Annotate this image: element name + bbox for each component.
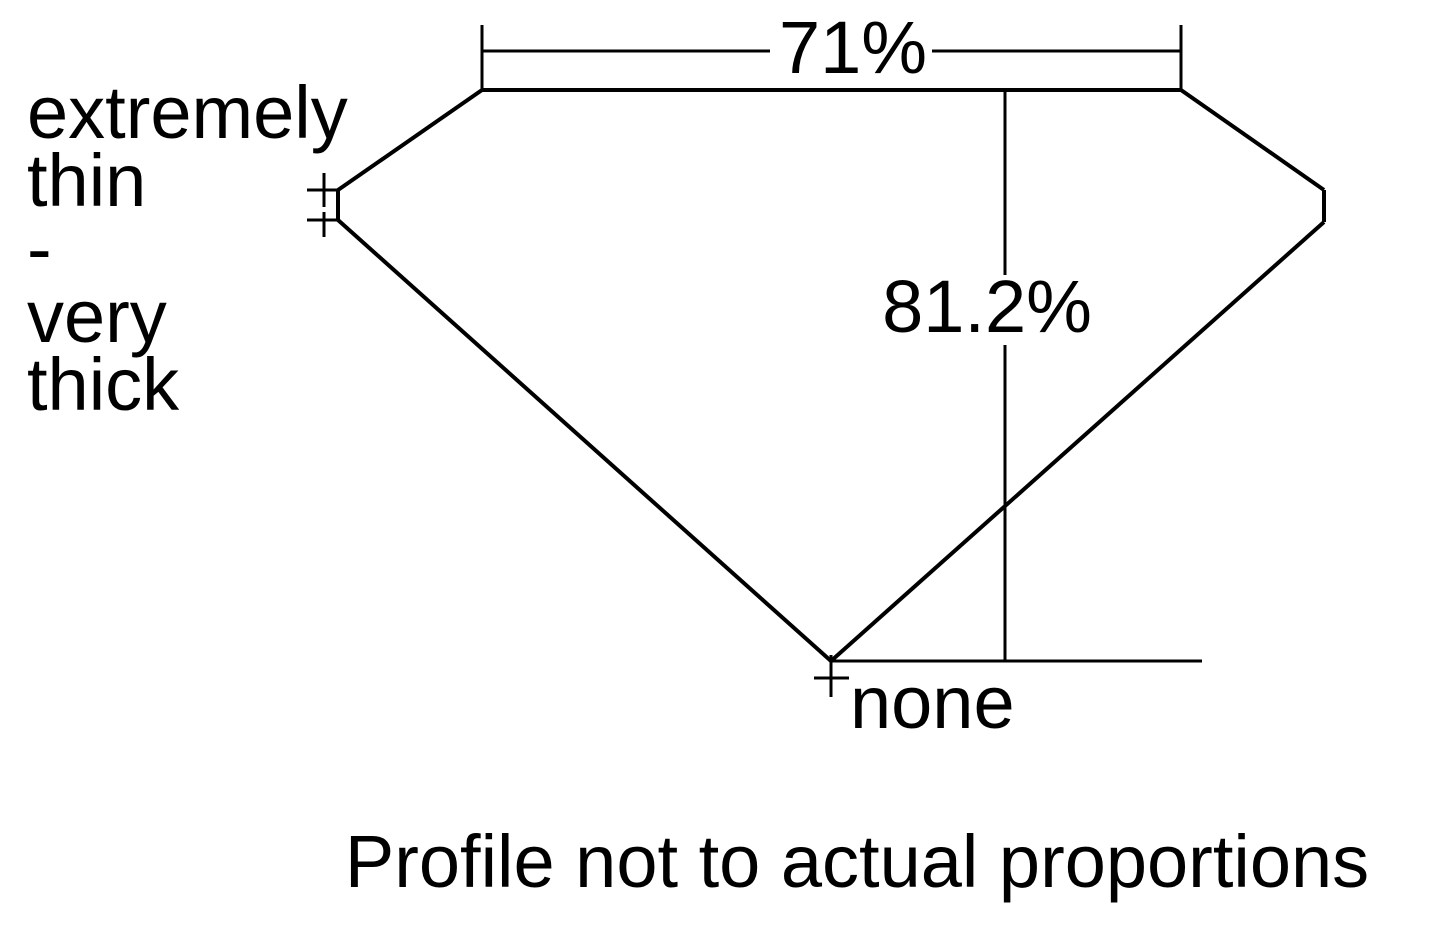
depth-percent-label: 81.2% <box>882 265 1092 348</box>
girdle-label-line: extremely <box>27 71 348 154</box>
girdle-label-line: - <box>27 207 52 290</box>
diamond-outline <box>336 88 1326 663</box>
left-pavilion-facet-line <box>336 218 833 663</box>
table-width-percent-label: 71% <box>778 6 928 89</box>
diagram-caption: Profile not to actual proportions <box>344 820 1370 903</box>
culet-size-label: none <box>850 661 1015 744</box>
right-pavilion-facet-line <box>829 220 1326 663</box>
girdle-label-line: very <box>27 275 167 358</box>
measurement-lines <box>307 25 1202 697</box>
girdle-thickness-label: extremely thin - very thick <box>27 71 348 426</box>
right-crown-facet-line <box>1179 88 1326 192</box>
left-crown-facet-line <box>336 88 484 192</box>
girdle-label-line: thin <box>27 139 147 222</box>
girdle-label-line: thick <box>27 343 180 426</box>
